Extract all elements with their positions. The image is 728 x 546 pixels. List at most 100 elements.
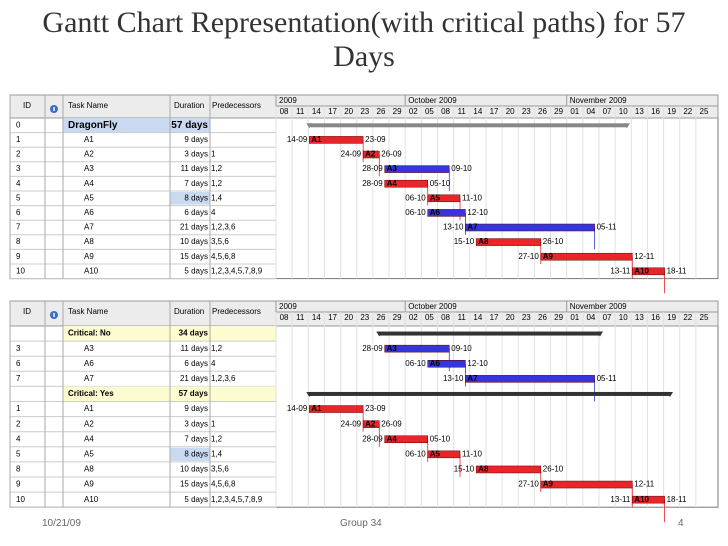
- task-duration: 9 days: [184, 135, 208, 144]
- bar-start-label: 13-10: [443, 223, 464, 232]
- task-predecessors: 1: [211, 150, 216, 159]
- summary-bar: [379, 331, 600, 336]
- task-name: A4: [84, 434, 94, 443]
- task-duration: 34 days: [179, 329, 209, 338]
- bar-label: A7: [467, 223, 478, 232]
- bar-label: A4: [387, 179, 398, 188]
- timescale-day: 17: [328, 107, 337, 116]
- column-header: ID: [23, 101, 31, 110]
- task-duration: 15 days: [180, 480, 208, 489]
- task-duration: 5 days: [184, 266, 208, 275]
- timescale-month: November 2009: [570, 302, 627, 311]
- footer-page: 4: [678, 518, 684, 529]
- task-predecessors: 3,5,6: [211, 237, 229, 246]
- bar-label: A3: [387, 344, 398, 353]
- bar-start-label: 06-10: [405, 193, 426, 202]
- bar-end-label: 05-10: [430, 179, 451, 188]
- column-header: ID: [23, 307, 31, 316]
- timescale-day: 11: [458, 107, 467, 116]
- task-name: A10: [84, 495, 99, 504]
- task-bar: [384, 435, 428, 443]
- task-name: A8: [84, 465, 94, 474]
- task-predecessors: 1,4: [211, 193, 223, 202]
- bar-label: A10: [634, 495, 649, 504]
- bar-end-label: 23-09: [365, 404, 386, 413]
- bar-start-label: 27-10: [518, 480, 539, 489]
- bar-label: A7: [467, 374, 478, 383]
- task-name: DragonFly: [68, 120, 118, 131]
- column-header: Duration: [174, 101, 204, 110]
- task-id: 1: [16, 404, 21, 413]
- timescale-day: 23: [360, 107, 369, 116]
- task-duration: 3 days: [184, 419, 208, 428]
- bar-start-label: 15-10: [454, 237, 475, 246]
- task-bar: [540, 252, 633, 261]
- timescale-day: 07: [603, 107, 612, 116]
- timescale-day: 20: [344, 107, 353, 116]
- summary-bar: [309, 391, 670, 396]
- task-id: 9: [16, 252, 21, 261]
- column-header: Duration: [174, 307, 204, 316]
- task-bar: [309, 405, 364, 413]
- bar-label: A2: [365, 150, 376, 159]
- timescale-day: 23: [522, 313, 531, 322]
- task-predecessors: 1,2,3,6: [211, 223, 236, 232]
- task-id: 8: [16, 237, 21, 246]
- timescale-day: 14: [473, 313, 482, 322]
- task-id: 8: [16, 465, 21, 474]
- timescale-day: 20: [506, 107, 515, 116]
- task-duration: 6 days: [184, 208, 208, 217]
- task-bar: [427, 209, 466, 217]
- task-id: 2: [16, 419, 21, 428]
- task-bar: [465, 223, 595, 232]
- task-bar: [540, 480, 633, 489]
- task-bar: [465, 375, 595, 383]
- bar-end-label: 09-10: [451, 164, 472, 173]
- selected-cell-bg: [170, 192, 210, 205]
- task-bar: [475, 238, 542, 246]
- summary-bar: [309, 123, 627, 128]
- bar-label: A5: [430, 193, 441, 202]
- bar-label: A9: [543, 252, 554, 261]
- timescale-day: 02: [409, 313, 418, 322]
- bar-end-label: 26-10: [543, 465, 564, 474]
- task-id: 4: [16, 434, 21, 443]
- task-bar: [362, 150, 380, 159]
- task-duration: 6 days: [184, 359, 208, 368]
- timescale-day: 14: [312, 313, 321, 322]
- bar-start-label: 06-10: [405, 359, 426, 368]
- task-id: 10: [16, 266, 25, 275]
- timescale-day: 08: [441, 107, 450, 116]
- task-predecessors: 4,5,6,8: [211, 480, 236, 489]
- task-duration: 10 days: [180, 237, 208, 246]
- timescale-day: 17: [490, 107, 499, 116]
- task-bar: [384, 179, 428, 188]
- task-name: A5: [84, 193, 94, 202]
- task-name: A1: [84, 135, 94, 144]
- task-predecessors: 1,2,3,4,5,7,8,9: [211, 495, 263, 504]
- timescale-day: 17: [490, 313, 499, 322]
- timescale-day: 14: [473, 107, 482, 116]
- info-icon-mark: [53, 107, 55, 111]
- task-name: A9: [84, 252, 94, 261]
- timescale-month: 2009: [279, 96, 297, 105]
- footer-group: Group 34: [340, 518, 382, 529]
- task-predecessors: 3,5,6: [211, 465, 229, 474]
- task-duration: 8 days: [184, 193, 208, 202]
- timescale-day: 25: [700, 107, 709, 116]
- bar-end-label: 18-11: [667, 266, 687, 275]
- bar-label: A6: [430, 359, 441, 368]
- task-name: A8: [84, 237, 94, 246]
- task-predecessors: 1,2: [211, 434, 223, 443]
- timescale-day: 08: [280, 313, 289, 322]
- timescale-day: 16: [651, 107, 660, 116]
- task-duration: 11 days: [181, 164, 208, 173]
- task-bar: [384, 344, 450, 353]
- timescale-day: 04: [586, 313, 595, 322]
- task-name: A4: [84, 179, 94, 188]
- task-duration: 11 days: [181, 344, 208, 353]
- bar-end-label: 11-10: [462, 449, 482, 458]
- timescale-day: 08: [441, 313, 450, 322]
- task-bar: [427, 194, 461, 203]
- task-name: Critical: Yes: [68, 389, 114, 398]
